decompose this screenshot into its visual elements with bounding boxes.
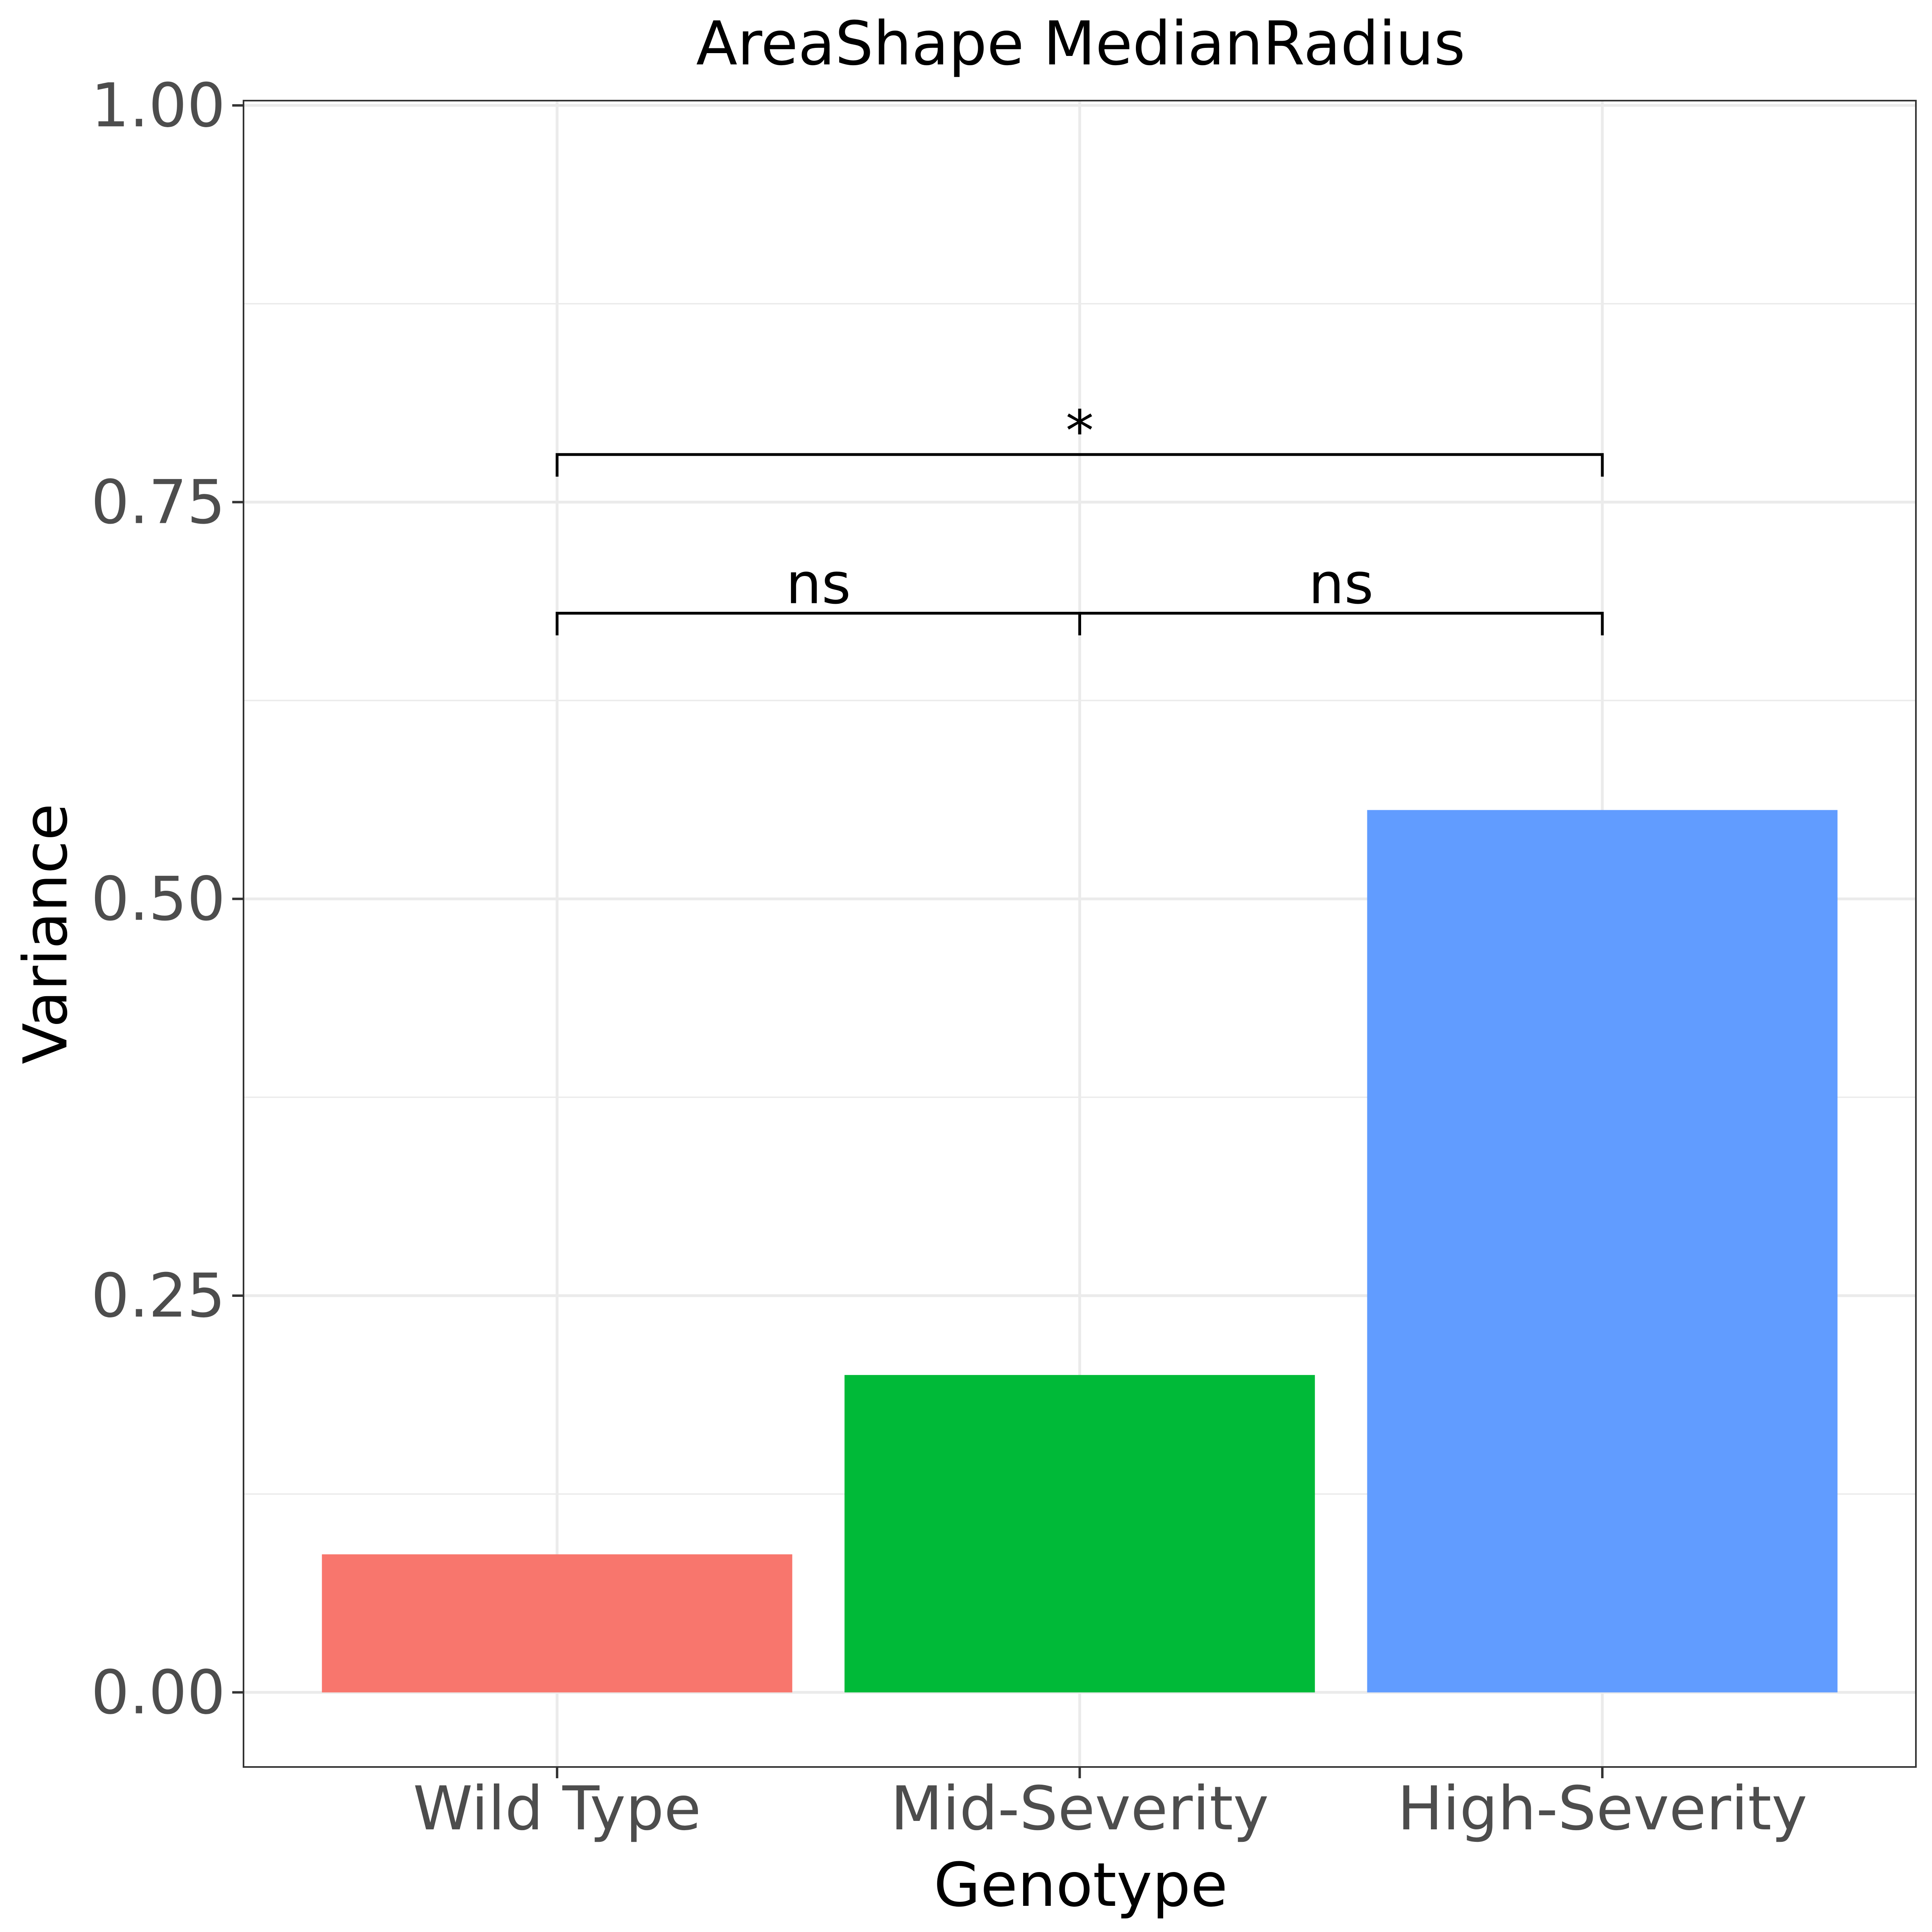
bar-high-severity [1367,810,1838,1693]
y-tick-label: 0.75 [91,468,225,538]
x-axis-title: Genotype [934,1850,1228,1920]
x-tick-label: High-Severity [1397,1774,1807,1844]
significance-brackets: ns ns * [555,398,1604,636]
significance-label: ns [786,551,851,617]
bars [322,810,1838,1693]
y-axis: 0.00 0.25 0.50 0.75 1.00 [91,71,244,1728]
bar-wild-type [322,1554,793,1693]
significance-bracket [1078,612,1604,636]
y-tick-label: 0.50 [91,864,225,934]
chart-title: AreaShape MedianRadius [696,9,1465,79]
significance-label: ns [1309,551,1374,617]
significance-label: * [1066,398,1094,464]
x-tick-label: Mid-Severity [891,1774,1269,1844]
y-tick-label: 1.00 [91,71,225,141]
y-tick-label: 0.00 [91,1658,225,1728]
bar-mid-severity [844,1375,1315,1693]
y-tick-label: 0.25 [91,1261,225,1331]
x-axis: Wild Type Mid-Severity High-Severity [413,1767,1807,1844]
x-tick-label: Wild Type [413,1774,701,1844]
significance-bracket [555,453,1604,477]
y-axis-title: Variance [11,803,81,1064]
